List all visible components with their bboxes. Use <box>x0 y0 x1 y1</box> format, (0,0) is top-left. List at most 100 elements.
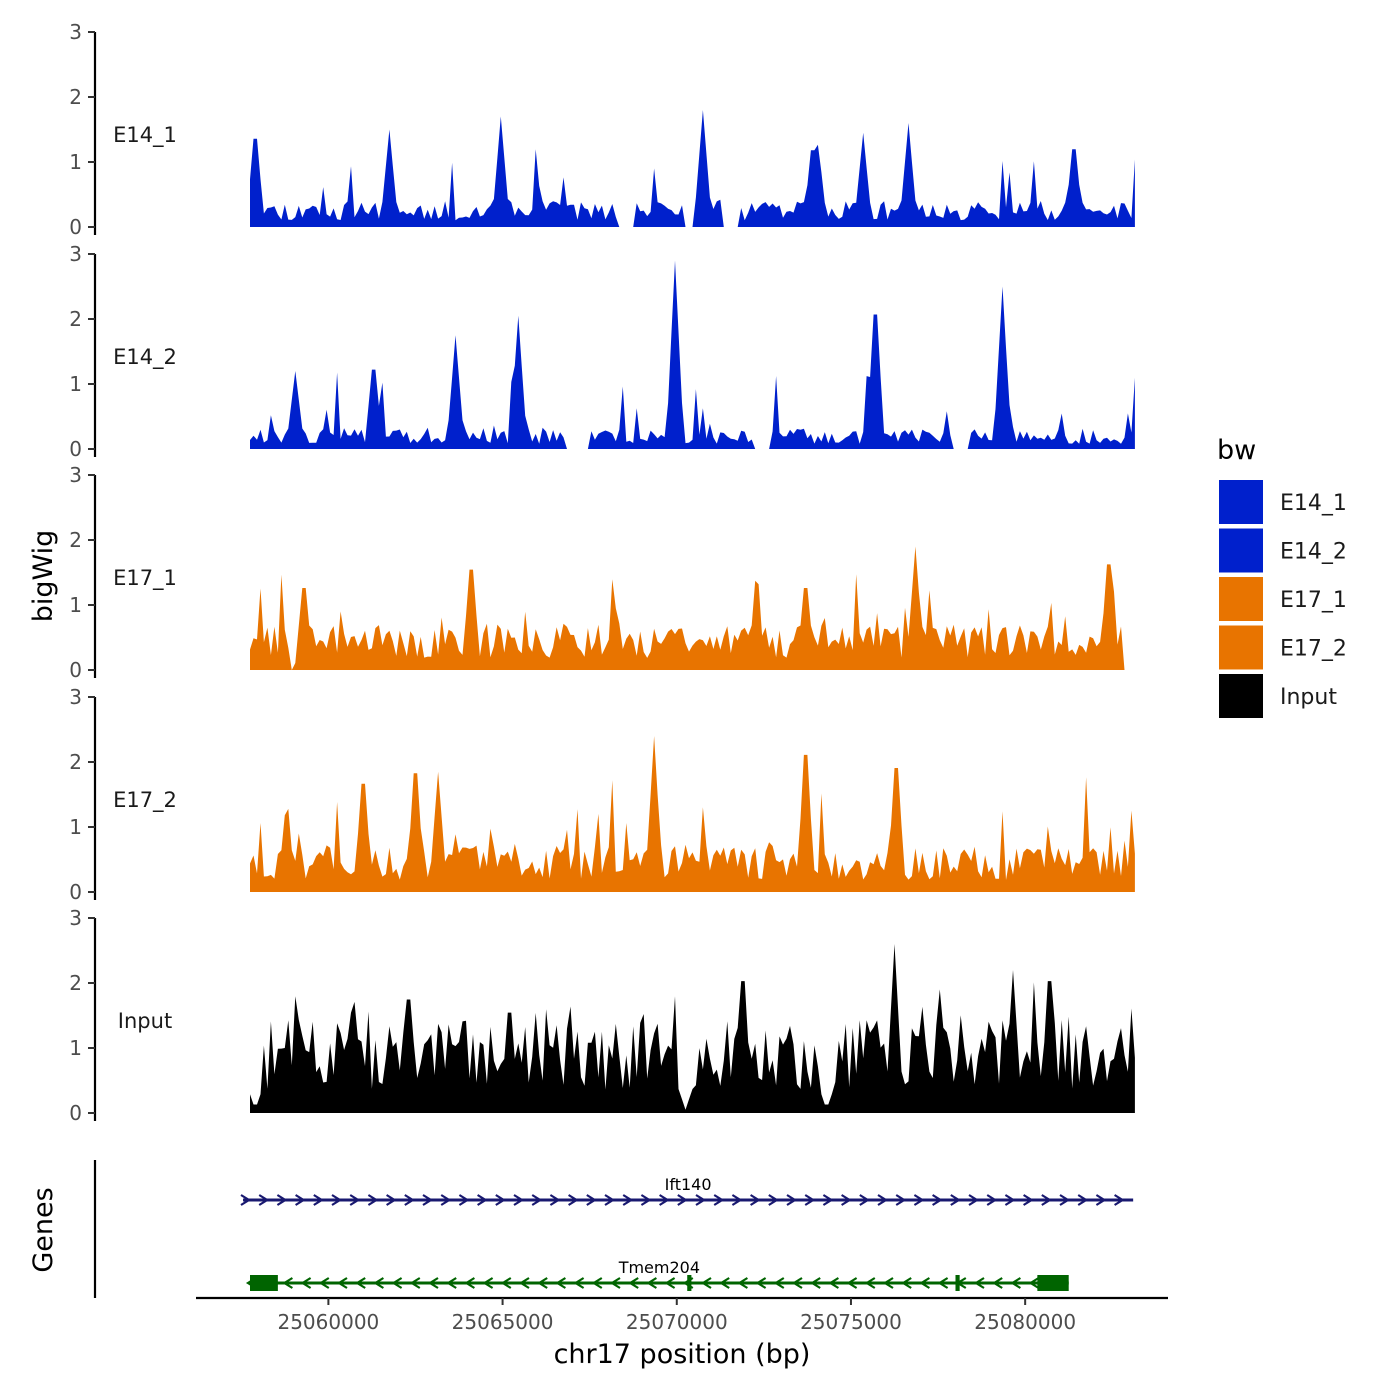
legend-label: E17_2 <box>1280 637 1347 662</box>
strand-chevron <box>586 1194 597 1206</box>
strand-chevron <box>336 1277 348 1289</box>
strand-chevron <box>391 1277 403 1289</box>
strand-chevron <box>895 1194 907 1206</box>
strand-chevron <box>992 1277 1003 1289</box>
y-tick-label: 2 <box>69 307 82 331</box>
strand-chevron <box>573 1277 585 1289</box>
strand-chevron <box>1077 1194 1089 1206</box>
strand-chevron <box>386 1194 397 1206</box>
strand-chevron <box>591 1277 603 1289</box>
x-tick-label: 25070000 <box>626 1310 728 1334</box>
y-tick-label: 2 <box>69 971 82 995</box>
strand-chevron <box>773 1277 785 1289</box>
y-tick-label: 3 <box>69 242 82 266</box>
strand-chevron <box>841 1194 852 1206</box>
track-label: Input <box>118 1009 172 1033</box>
y-tick-label: 1 <box>69 150 82 174</box>
genes-axis-title: Genes <box>28 1187 59 1272</box>
strand-chevron <box>950 1194 961 1206</box>
signal-tracks: 0 1 2 3 E14_1 0 1 2 3 E14_2 0 1 2 3 E17_1 0 1 2 3 E17_2 0 1 2 3… <box>69 20 1135 1125</box>
strand-chevron <box>937 1277 949 1289</box>
strand-chevron <box>373 1277 384 1289</box>
strand-chevron <box>622 1194 634 1206</box>
exon <box>250 1275 278 1291</box>
strand-chevron <box>737 1277 748 1289</box>
x-tick-label: 25080000 <box>974 1310 1076 1334</box>
strand-chevron <box>1095 1194 1107 1206</box>
strand-chevron <box>731 1194 743 1206</box>
x-axis: 25060000 25065000 25070000 25075000 25080000 <box>196 1296 1168 1334</box>
strand-chevron <box>404 1194 415 1206</box>
y-tick-label: 3 <box>69 685 82 709</box>
strand-chevron <box>846 1277 858 1289</box>
strand-chevron <box>318 1277 330 1289</box>
strand-chevron <box>495 1194 506 1206</box>
strand-chevron <box>768 1194 779 1206</box>
legend-label: Input <box>1280 685 1337 710</box>
legend-swatch-e14-1 <box>1219 480 1263 524</box>
strand-chevron <box>300 1277 312 1289</box>
exon <box>1037 1275 1069 1291</box>
strand-chevron <box>282 1277 293 1289</box>
strand-chevron <box>531 1194 543 1206</box>
strand-chevron <box>464 1277 475 1289</box>
x-tick-label: 25075000 <box>800 1310 902 1334</box>
strand-chevron <box>822 1194 834 1206</box>
track-e14-1: 0 1 2 3 E14_1 <box>69 20 1135 239</box>
signal-area <box>250 260 1135 449</box>
track-label: E14_2 <box>113 345 177 370</box>
y-tick-label: 2 <box>69 528 82 552</box>
strand-chevron <box>568 1194 579 1206</box>
y-tick-label: 0 <box>69 215 82 239</box>
strand-chevron <box>932 1194 943 1206</box>
legend-label: E17_1 <box>1280 588 1347 613</box>
strand-chevron <box>859 1194 870 1206</box>
signal-area <box>250 736 1135 892</box>
strand-chevron <box>791 1277 803 1289</box>
strand-chevron <box>295 1194 306 1206</box>
exon <box>955 1275 960 1291</box>
y-tick-label: 1 <box>69 1036 82 1060</box>
strand-chevron <box>446 1277 457 1289</box>
strand-chevron <box>240 1194 252 1206</box>
y-tick-label: 0 <box>69 1101 82 1125</box>
strand-chevron <box>276 1194 288 1206</box>
track-label: E17_1 <box>113 566 177 591</box>
strand-chevron <box>901 1277 912 1289</box>
strand-chevron <box>477 1194 488 1206</box>
legend-swatch-e17-1 <box>1219 577 1263 621</box>
strand-chevron <box>482 1277 494 1289</box>
strand-chevron <box>458 1194 470 1206</box>
legend-label: E14_2 <box>1280 540 1347 565</box>
strand-chevron <box>919 1277 930 1289</box>
strand-chevron <box>609 1277 621 1289</box>
y-tick-label: 3 <box>69 20 82 44</box>
strand-chevron <box>1004 1194 1016 1206</box>
track-label: E17_2 <box>113 788 177 813</box>
strand-chevron <box>500 1277 512 1289</box>
signal-area <box>250 546 1135 670</box>
signal-area <box>250 944 1135 1113</box>
strand-chevron <box>664 1277 676 1289</box>
track-e17-2: 0 1 2 3 E17_2 <box>69 685 1135 904</box>
strand-chevron <box>427 1277 439 1289</box>
legend-label: E14_1 <box>1280 491 1347 516</box>
track-e17-1: 0 1 2 3 E17_1 <box>69 463 1135 682</box>
strand-chevron <box>677 1194 688 1206</box>
legend-title: bw <box>1217 435 1256 466</box>
strand-chevron <box>1028 1277 1040 1289</box>
strand-chevron <box>628 1277 639 1289</box>
strand-chevron <box>349 1194 361 1206</box>
strand-chevron <box>604 1194 616 1206</box>
strand-chevron <box>367 1194 379 1206</box>
strand-chevron <box>1114 1194 1125 1206</box>
strand-chevron <box>258 1194 270 1206</box>
y-tick-label: 3 <box>69 906 82 930</box>
strand-chevron <box>640 1194 652 1206</box>
track-e14-2: 0 1 2 3 E14_2 <box>69 242 1135 461</box>
strand-chevron <box>513 1194 525 1206</box>
legend: bw E14_1 E14_2 E17_1 E17_2 Input <box>1217 435 1347 718</box>
strand-chevron <box>331 1194 343 1206</box>
x-axis-title: chr17 position (bp) <box>554 1339 811 1370</box>
